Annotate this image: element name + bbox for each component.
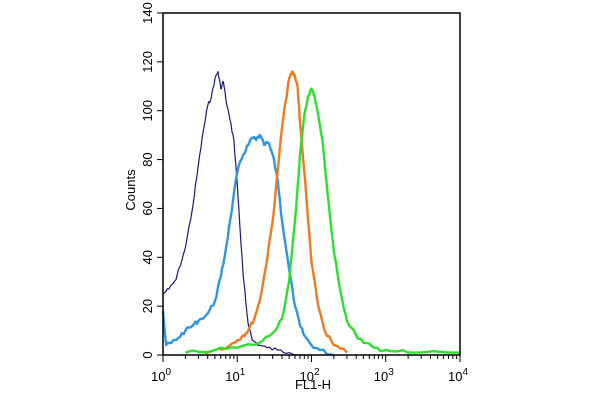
y-tick-label: 60 (140, 201, 155, 215)
plot-frame (162, 12, 461, 356)
histogram-series-3 (198, 70, 348, 355)
y-tick-label: 120 (140, 51, 155, 73)
x-tick-label: 102 (299, 367, 319, 384)
x-tick-label: 104 (448, 367, 468, 384)
histogram-series-2 (161, 133, 335, 357)
y-tick-label: 140 (140, 2, 155, 24)
y-axis-title: Counts (123, 169, 138, 211)
x-tick-label: 101 (225, 367, 245, 384)
x-axis-title: FL1-H (295, 377, 331, 392)
histogram-series-1 (162, 71, 312, 356)
y-tick-label: 80 (140, 152, 155, 166)
histogram-series-4 (185, 87, 461, 354)
y-tick-label: 100 (140, 100, 155, 122)
y-tick-label: 0 (140, 351, 155, 358)
y-tick-label: 20 (140, 299, 155, 313)
x-tick-label: 100 (151, 367, 171, 384)
y-tick-label: 40 (140, 250, 155, 264)
x-tick-label: 103 (374, 367, 394, 384)
